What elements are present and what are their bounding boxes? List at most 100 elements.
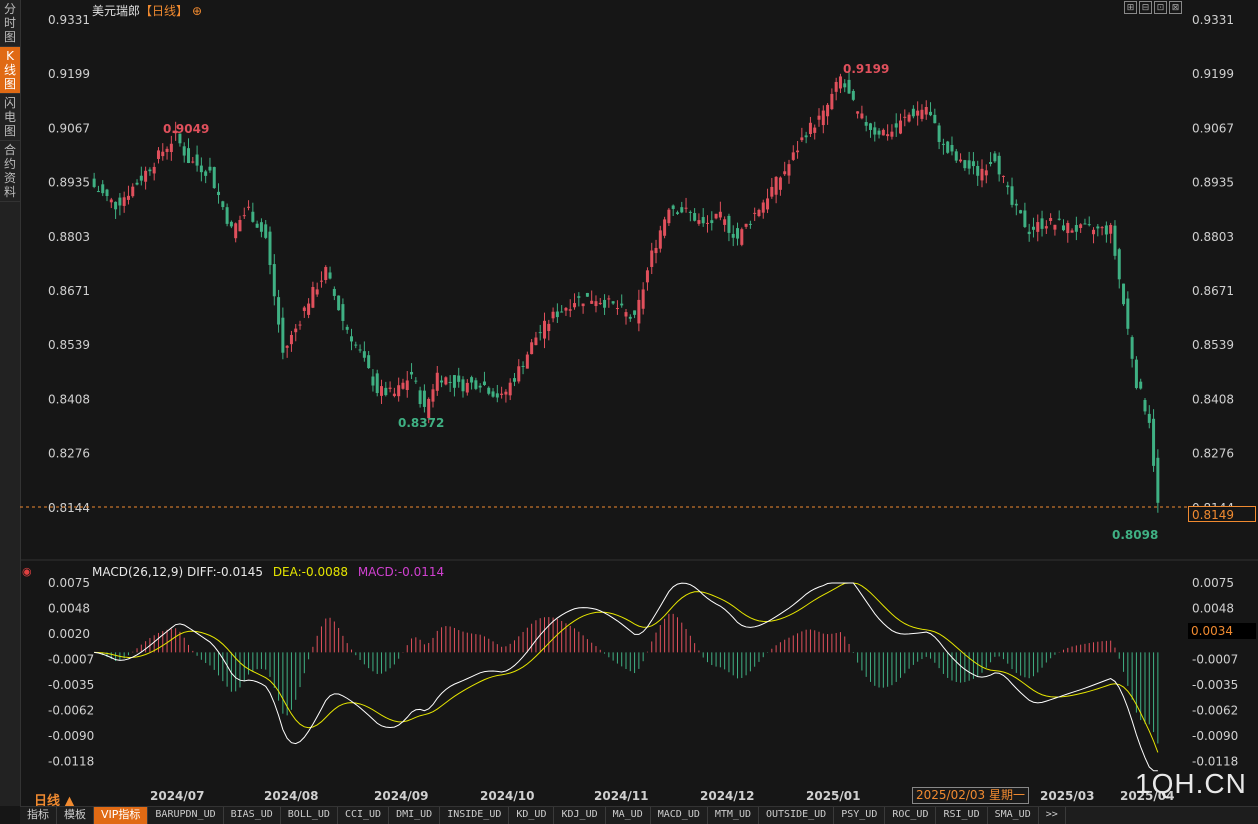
candle-body	[1053, 224, 1057, 230]
price-tick-left: 0.8803	[48, 230, 90, 244]
candle-body	[272, 264, 276, 297]
candle-body	[1156, 457, 1160, 503]
candle-body	[307, 303, 311, 315]
candle-body	[821, 110, 825, 126]
candle-body	[860, 113, 864, 119]
candle-body	[1109, 224, 1113, 234]
candle-body	[620, 303, 624, 306]
candle-body	[929, 111, 933, 116]
left-tab-2[interactable]: 闪电图	[0, 94, 20, 141]
indicator-tab-11[interactable]: MA_UD	[606, 807, 651, 824]
candle-body	[418, 390, 422, 405]
candle-body	[560, 311, 564, 313]
indicator-tab-5[interactable]: BOLL_UD	[281, 807, 338, 824]
indicator-tab-2[interactable]: VIP指标	[94, 807, 149, 824]
price-tick-right: 0.8408	[1192, 392, 1234, 406]
candle-body	[723, 219, 727, 225]
candle-body	[92, 178, 96, 187]
macd-tick-left: -0.0035	[48, 678, 94, 692]
indicator-tab-6[interactable]: CCI_UD	[338, 807, 390, 824]
candle-body	[611, 301, 615, 304]
candle-body	[736, 228, 740, 239]
indicator-tab-0[interactable]: 指标	[20, 807, 57, 824]
left-tab-0[interactable]: 分时图	[0, 0, 20, 47]
candle-body	[461, 379, 465, 392]
candle-body	[954, 151, 958, 161]
candle-body	[847, 79, 851, 94]
candle-body	[791, 152, 795, 160]
price-tick-left: 0.8935	[48, 176, 90, 190]
candle-body	[787, 164, 791, 176]
window-control-icon-2[interactable]: ⊡	[1154, 1, 1167, 14]
candle-body	[774, 176, 778, 195]
candle-body	[916, 110, 920, 116]
window-control-icon-0[interactable]: ⊞	[1124, 1, 1137, 14]
indicator-settings-icon[interactable]: ◉	[22, 565, 32, 578]
window-control-icon-3[interactable]: ⊠	[1169, 1, 1182, 14]
price-tick-right: 0.8671	[1192, 284, 1234, 298]
current-price-tag: 0.8149	[1188, 506, 1256, 522]
candle-body	[877, 130, 881, 135]
candle-body	[495, 393, 499, 398]
indicator-tab-1[interactable]: 模板	[57, 807, 94, 824]
indicator-tab-14[interactable]: OUTSIDE_UD	[759, 807, 835, 824]
candle-body	[615, 308, 619, 310]
price-tick-right: 0.9331	[1192, 13, 1234, 27]
candle-body	[96, 191, 100, 193]
candle-body	[1147, 413, 1151, 423]
diff-value: DIFF:-0.0145	[186, 565, 263, 579]
price-tick-right: 0.9067	[1192, 121, 1234, 135]
candle-body	[641, 289, 645, 309]
candle-body	[264, 224, 268, 238]
candle-body	[251, 211, 255, 222]
macd-tick-right: 0.0075	[1192, 576, 1234, 590]
candle-body	[178, 133, 182, 144]
candle-body	[663, 219, 667, 236]
indicator-tab-15[interactable]: PSY_UD	[834, 807, 886, 824]
chart-area[interactable]: 0.9331 0.9199 0.9067 0.8935 0.8803 0.8671 0.85…	[20, 0, 1258, 806]
candle-body	[452, 375, 456, 388]
candle-body	[345, 326, 349, 330]
price-tick-left: 0.8144	[48, 501, 90, 515]
candle-body	[478, 385, 482, 388]
candle-body	[474, 380, 478, 389]
macd-tick-left: 0.0075	[48, 576, 90, 590]
indicator-tab-7[interactable]: DMI_UD	[389, 807, 441, 824]
candle-body	[680, 207, 684, 213]
indicator-tab-12[interactable]: MACD_UD	[651, 807, 708, 824]
candle-body	[1031, 226, 1035, 230]
candle-body	[156, 150, 160, 159]
candle-body	[637, 299, 641, 324]
left-tab-3[interactable]: 合约资料	[0, 141, 20, 202]
candle-body	[976, 166, 980, 176]
price-tick-left: 0.8539	[48, 338, 90, 352]
indicator-tab-4[interactable]: BIAS_UD	[224, 807, 281, 824]
indicator-tab-19[interactable]: >>	[1039, 807, 1066, 824]
candle-body	[547, 323, 551, 332]
indicator-tab-13[interactable]: MTM_UD	[708, 807, 759, 824]
indicator-tab-9[interactable]: KD_UD	[509, 807, 555, 824]
indicator-tab-3[interactable]: BARUPDN_UD	[148, 807, 224, 824]
indicator-tab-17[interactable]: RSI_UD	[936, 807, 988, 824]
candle-body	[744, 223, 748, 227]
indicator-tab-18[interactable]: SMA_UD	[988, 807, 1039, 824]
candle-body	[890, 131, 894, 137]
candle-body	[1027, 231, 1031, 235]
add-indicator-icon[interactable]: ⊕	[192, 4, 203, 18]
candle-body	[332, 288, 336, 296]
indicator-tab-8[interactable]: INSIDE_UD	[440, 807, 510, 824]
window-control-icon-1[interactable]: ⊟	[1139, 1, 1152, 14]
candle-body	[174, 130, 178, 134]
candle-body	[367, 355, 371, 369]
candle-body	[778, 177, 782, 190]
indicator-tab-16[interactable]: ROC_UD	[885, 807, 937, 824]
macd-value: MACD:-0.0114	[357, 565, 445, 579]
indicator-tab-10[interactable]: KDJ_UD	[554, 807, 606, 824]
candle-body	[963, 160, 967, 169]
candle-body	[465, 382, 469, 393]
candle-body	[959, 159, 963, 162]
candle-body	[1040, 218, 1044, 229]
period-selector[interactable]: 日线 ▲	[34, 794, 75, 809]
candle-body	[1061, 225, 1065, 231]
